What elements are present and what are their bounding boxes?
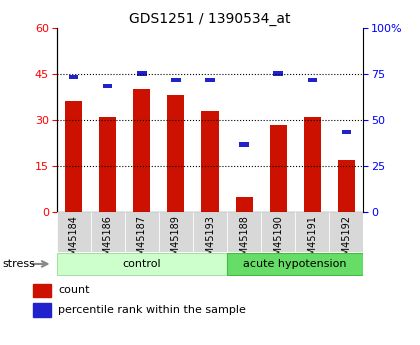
Text: GSM45184: GSM45184: [69, 215, 79, 268]
Text: count: count: [58, 285, 90, 295]
Bar: [202, 111, 218, 212]
Bar: [33, 304, 51, 317]
Bar: [338, 160, 355, 212]
Text: GSM45189: GSM45189: [171, 215, 181, 268]
Bar: [168, 95, 184, 212]
FancyBboxPatch shape: [57, 212, 91, 252]
Bar: [236, 197, 252, 212]
Bar: [65, 101, 82, 212]
FancyBboxPatch shape: [91, 212, 125, 252]
Bar: [270, 125, 287, 212]
Bar: [171, 78, 181, 82]
Bar: [239, 142, 249, 147]
FancyBboxPatch shape: [329, 212, 363, 252]
Text: GDS1251 / 1390534_at: GDS1251 / 1390534_at: [129, 12, 291, 26]
Text: GSM45190: GSM45190: [273, 215, 283, 268]
Bar: [134, 89, 150, 212]
FancyBboxPatch shape: [295, 212, 329, 252]
Text: GSM45192: GSM45192: [341, 215, 351, 268]
Text: control: control: [123, 259, 161, 269]
Bar: [99, 117, 116, 212]
Text: GSM45191: GSM45191: [307, 215, 317, 268]
Text: GSM45187: GSM45187: [137, 215, 147, 268]
FancyBboxPatch shape: [57, 253, 227, 275]
Text: GSM45193: GSM45193: [205, 215, 215, 268]
Bar: [103, 84, 113, 88]
Bar: [137, 71, 147, 76]
FancyBboxPatch shape: [159, 212, 193, 252]
Text: acute hypotension: acute hypotension: [244, 259, 347, 269]
Bar: [341, 130, 351, 135]
Bar: [273, 71, 283, 76]
Text: stress: stress: [2, 259, 35, 269]
Bar: [205, 78, 215, 82]
FancyBboxPatch shape: [261, 212, 295, 252]
Text: percentile rank within the sample: percentile rank within the sample: [58, 305, 246, 315]
Bar: [304, 117, 321, 212]
FancyBboxPatch shape: [193, 212, 227, 252]
Bar: [69, 75, 79, 79]
FancyBboxPatch shape: [125, 212, 159, 252]
FancyBboxPatch shape: [227, 253, 363, 275]
Text: GSM45188: GSM45188: [239, 215, 249, 268]
FancyBboxPatch shape: [227, 212, 261, 252]
Bar: [307, 78, 317, 82]
Bar: [33, 284, 51, 297]
Text: GSM45186: GSM45186: [103, 215, 113, 268]
